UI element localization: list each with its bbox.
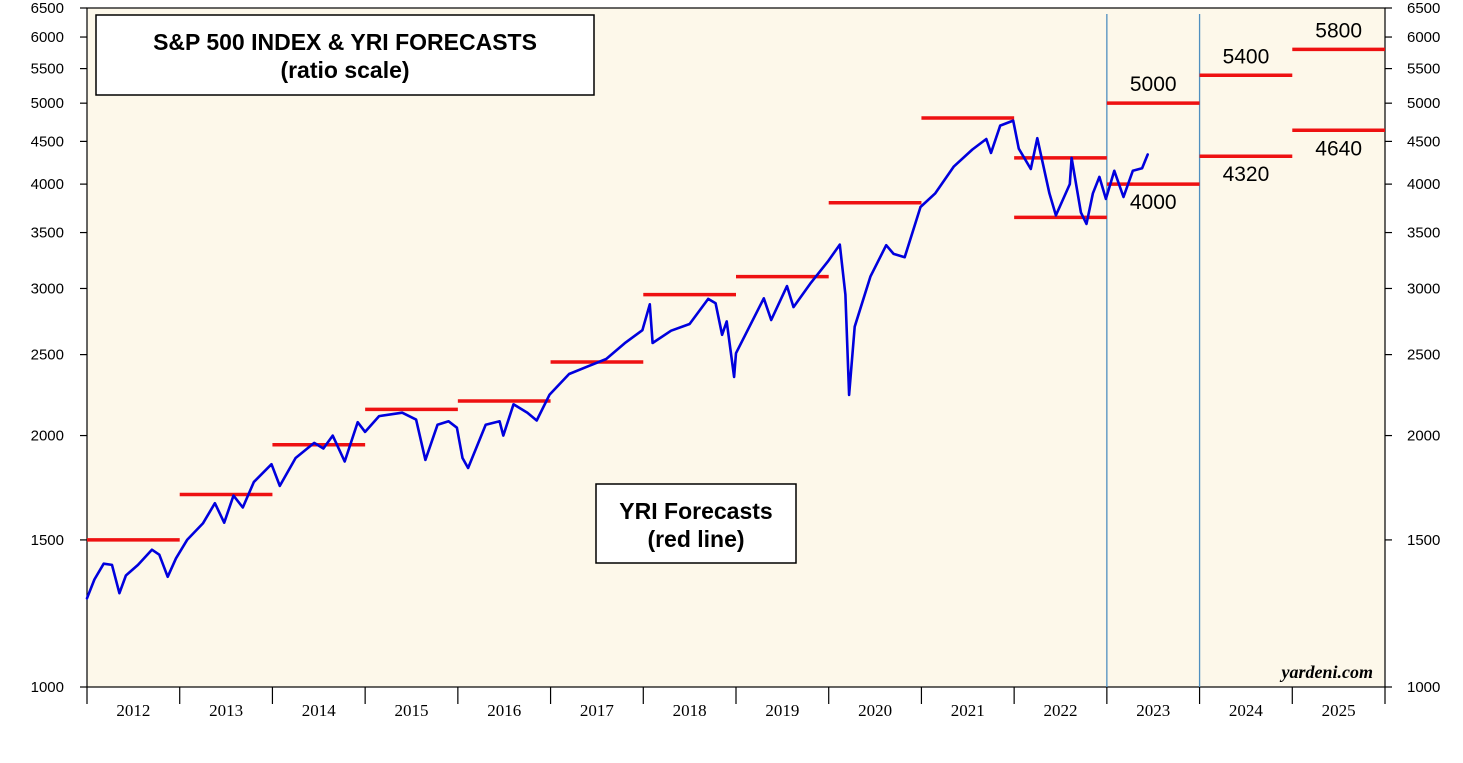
x-axis: 2012 2013 2014 2015 2016 2017 2018 2019 2020 2021…: [86, 687, 1386, 720]
y-tick-label-left: 4000: [31, 176, 64, 193]
chart-title: S&P 500 INDEX & YRI FORECASTS: [153, 29, 537, 55]
y-tick-label-right: 1500: [1407, 532, 1440, 549]
y-tick-label-left: 1500: [31, 532, 64, 549]
x-tick-label: 2017: [580, 701, 615, 720]
chart-subtitle: (ratio scale): [280, 57, 409, 83]
y-tick-label-left: 1000: [31, 679, 64, 696]
y-tick-label-left: 2500: [31, 347, 64, 364]
forecast-value-label: 5400: [1223, 45, 1270, 68]
x-tick-label: 2025: [1322, 701, 1356, 720]
y-tick-label-left: 2000: [31, 428, 64, 445]
plot-area: [86, 7, 1386, 688]
y-tick-label-right: 2500: [1407, 347, 1440, 364]
x-tick-label: 2020: [858, 701, 892, 720]
y-tick-label-right: 1000: [1407, 679, 1440, 696]
x-tick-label: 2021: [951, 701, 985, 720]
vertical-markers: [1106, 14, 1201, 687]
forecast-legend-line2: (red line): [647, 526, 744, 552]
y-tick-label-right: 3500: [1407, 225, 1440, 242]
axis-ticks: [80, 7, 1392, 688]
y-tick-label-left: 6500: [31, 0, 64, 17]
x-tick-label: 2019: [765, 701, 799, 720]
y-tick-label-right: 6500: [1407, 0, 1440, 17]
forecast-value-label: 4640: [1315, 137, 1362, 160]
index-series: [85, 119, 1149, 600]
forecast-legend-box: YRI Forecasts (red line): [595, 483, 797, 564]
sp500-index-line: [85, 119, 1149, 600]
y-tick-label-right: 3000: [1407, 280, 1440, 297]
y-axis-right: 1000 1500 2000 2500 3000 3500 4000 4500 5000 5500…: [1407, 0, 1440, 696]
y-tick-label-right: 4000: [1407, 176, 1440, 193]
y-axis-left: 1000 1500 2000 2500 3000 3500 4000 4500 5000 5500…: [31, 0, 64, 696]
credit-label: yardeni.com: [1280, 662, 1374, 682]
y-tick-label-left: 4500: [31, 133, 64, 150]
x-tick-label: 2013: [209, 701, 243, 720]
forecast-value-label: 5000: [1130, 73, 1177, 96]
forecast-value-label: 4000: [1130, 191, 1177, 214]
forecast-value-label: 4320: [1223, 163, 1270, 186]
x-tick-label: 2018: [673, 701, 707, 720]
x-tick-label: 2016: [487, 701, 521, 720]
y-tick-label-right: 4500: [1407, 133, 1440, 150]
y-tick-label-left: 3000: [31, 280, 64, 297]
forecast-lines: [87, 47, 1385, 542]
x-tick-label: 2014: [302, 701, 337, 720]
x-tick-label: 2015: [395, 701, 429, 720]
y-tick-label-left: 6000: [31, 29, 64, 46]
y-tick-label-right: 5000: [1407, 95, 1440, 112]
forecast-labels: 5000 4000 5400 4320 5800 4640: [1130, 19, 1362, 214]
x-tick-label: 2024: [1229, 701, 1264, 720]
y-tick-label-right: 2000: [1407, 428, 1440, 445]
x-tick-label: 2012: [116, 701, 150, 720]
x-tick-label: 2022: [1044, 701, 1078, 720]
y-tick-label-right: 5500: [1407, 61, 1440, 78]
x-tick-label: 2023: [1136, 701, 1170, 720]
y-tick-label-left: 5500: [31, 61, 64, 78]
y-tick-label-left: 5000: [31, 95, 64, 112]
y-tick-label-left: 3500: [31, 225, 64, 242]
forecast-value-label: 5800: [1315, 19, 1362, 42]
y-tick-label-right: 6000: [1407, 29, 1440, 46]
forecast-legend-line1: YRI Forecasts: [619, 498, 772, 524]
title-box: S&P 500 INDEX & YRI FORECASTS (ratio sca…: [95, 14, 595, 96]
